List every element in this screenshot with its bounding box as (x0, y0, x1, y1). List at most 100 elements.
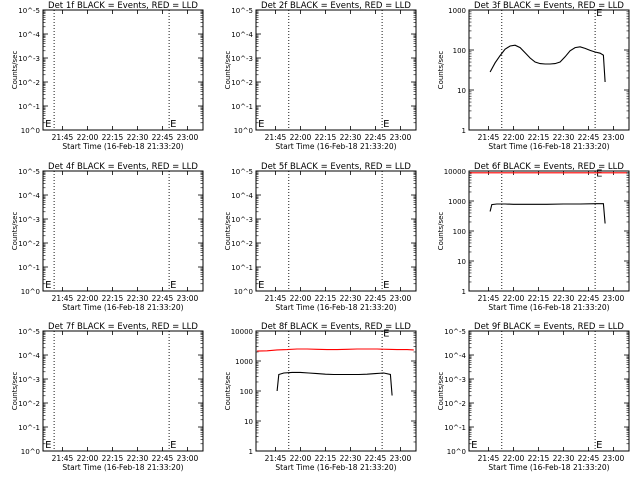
series-line-events (276, 371, 393, 396)
x-tick-label: 22:45 (578, 454, 600, 463)
y-tick-label: 10 (244, 418, 253, 426)
x-tick-label: 21:45 (478, 133, 500, 142)
x-tick-label: 22:15 (528, 454, 550, 463)
event-marker-label: E (170, 440, 176, 451)
y-tick-label: 10^0 (234, 127, 253, 135)
x-axis-label: Start Time (16-Feb-18 21:33:20) (275, 142, 396, 151)
y-tick-label: 10^-2 (18, 79, 40, 87)
x-tick-label: 22:00 (77, 294, 99, 303)
panel-title: Det 1f BLACK = Events, RED = LLD (48, 1, 198, 11)
x-tick-label: 22:30 (127, 294, 149, 303)
x-tick-label: 21:45 (52, 454, 74, 463)
panel-title: Det 3f BLACK = Events, RED = LLD (474, 1, 624, 11)
y-tick-label: 10^-3 (18, 376, 40, 384)
x-tick-label: 23:00 (603, 454, 625, 463)
plot-frame (255, 9, 417, 131)
x-tick-label: 22:00 (503, 454, 525, 463)
y-axis-label: Counts/sec (437, 51, 445, 90)
x-tick-label: 22:30 (340, 294, 362, 303)
y-tick-label: 1000 (448, 198, 466, 206)
y-tick-label: 10^-3 (231, 55, 253, 63)
panel-title: Det 4f BLACK = Events, RED = LLD (48, 162, 198, 172)
y-tick-label: 10^-2 (18, 240, 40, 248)
x-tick-label: 23:00 (390, 133, 412, 142)
x-tick-label: 23:00 (177, 294, 199, 303)
y-tick-label: 10^-2 (231, 79, 253, 87)
x-tick-label: 21:45 (52, 133, 74, 142)
y-tick-label: 10000 (231, 328, 253, 336)
y-tick-label: 1000 (448, 7, 466, 15)
x-tick-label: 22:30 (553, 454, 575, 463)
event-marker-label: E (45, 280, 51, 291)
y-axis-label: Counts/sec (224, 51, 232, 90)
x-tick-label: 22:30 (127, 133, 149, 142)
y-tick-label: 10 (457, 258, 466, 266)
x-tick-label: 22:30 (340, 133, 362, 142)
y-tick-label: 10^-5 (231, 168, 253, 176)
event-marker-label: E (383, 280, 389, 291)
plot-frame (468, 9, 630, 131)
event-marker-label: E (596, 8, 602, 19)
x-tick-label: 22:15 (102, 294, 124, 303)
y-tick-label: 1000 (235, 358, 253, 366)
plot-frame (468, 170, 630, 292)
y-axis-label: Counts/sec (437, 372, 445, 411)
x-axis-label: Start Time (16-Feb-18 21:33:20) (488, 463, 609, 472)
y-tick-label: 10^-1 (18, 264, 40, 272)
event-marker-label: E (471, 440, 477, 451)
y-tick-label: 10 (457, 87, 466, 95)
x-tick-label: 21:45 (478, 454, 500, 463)
x-tick-label: 22:15 (528, 133, 550, 142)
x-axis-label: Start Time (16-Feb-18 21:33:20) (275, 303, 396, 312)
y-tick-label: 10^0 (21, 288, 40, 296)
y-tick-label: 1 (249, 448, 253, 456)
x-tick-label: 22:45 (152, 133, 174, 142)
x-tick-label: 22:15 (528, 294, 550, 303)
y-tick-label: 10^-4 (18, 192, 40, 200)
y-tick-label: 10^-4 (231, 31, 253, 39)
x-tick-label: 22:45 (152, 294, 174, 303)
plot-frame (42, 170, 204, 292)
event-marker-label: E (596, 440, 602, 451)
y-tick-label: 10^-3 (231, 216, 253, 224)
event-marker-label: E (383, 329, 389, 340)
x-tick-label: 22:00 (77, 133, 99, 142)
y-tick-label: 100 (240, 388, 253, 396)
event-marker-label: E (258, 280, 264, 291)
y-tick-label: 10^-1 (231, 264, 253, 272)
x-tick-label: 23:00 (390, 454, 412, 463)
y-tick-label: 10^-1 (444, 424, 466, 432)
y-tick-label: 10^-5 (18, 328, 40, 336)
y-tick-label: 10^-3 (18, 216, 40, 224)
x-tick-label: 22:30 (553, 133, 575, 142)
x-axis-label: Start Time (16-Feb-18 21:33:20) (62, 463, 183, 472)
x-tick-label: 23:00 (603, 133, 625, 142)
y-axis-label: Counts/sec (224, 212, 232, 251)
y-tick-label: 10^0 (447, 448, 466, 456)
y-tick-label: 10^-2 (231, 240, 253, 248)
x-tick-label: 23:00 (177, 454, 199, 463)
y-tick-label: 10^0 (21, 127, 40, 135)
x-tick-label: 21:45 (265, 454, 287, 463)
event-marker-label: E (45, 440, 51, 451)
y-tick-label: 1 (462, 288, 466, 296)
y-tick-label: 10^-5 (18, 7, 40, 15)
series-line-lld (257, 348, 414, 352)
y-tick-label: 1 (462, 127, 466, 135)
event-marker-label: E (596, 169, 602, 180)
x-tick-label: 22:15 (315, 294, 337, 303)
panel-title: Det 5f BLACK = Events, RED = LLD (261, 162, 411, 172)
x-tick-label: 22:45 (365, 294, 387, 303)
x-tick-label: 22:45 (152, 454, 174, 463)
x-tick-label: 21:45 (265, 133, 287, 142)
x-tick-label: 22:00 (77, 454, 99, 463)
panel-title: Det 6f BLACK = Events, RED = LLD (474, 162, 624, 172)
series-line-events (489, 44, 606, 83)
y-tick-label: 100 (453, 47, 466, 55)
y-tick-label: 10000 (444, 168, 466, 176)
